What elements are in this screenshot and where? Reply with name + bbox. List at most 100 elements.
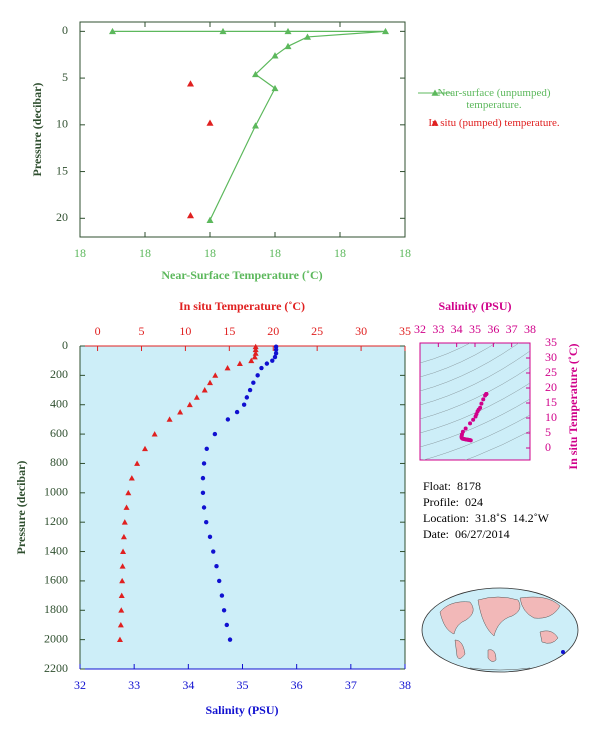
data-point [224, 365, 231, 371]
inset-x-tick-label: 36 [487, 322, 499, 336]
x-tick-label: 34 [182, 678, 194, 692]
x-tick-label: 18 [204, 246, 216, 260]
x-axis-label: Near-Surface Temperature (˚C) [161, 268, 322, 282]
ts-point [463, 426, 468, 431]
data-point [227, 637, 233, 642]
data-point [219, 27, 227, 35]
data-point [118, 592, 125, 598]
density-contour [420, 398, 530, 448]
data-point [271, 84, 279, 92]
inset-y-tick-label: 30 [545, 350, 557, 364]
data-point [142, 445, 148, 452]
y-axis-label: Pressure (decibar) [14, 461, 28, 555]
x2-tick-label: 15 [223, 324, 235, 338]
data-point [221, 608, 227, 613]
data-point [225, 417, 231, 422]
density-contour [420, 366, 530, 420]
data-point [204, 519, 209, 525]
inset-x-tick-label: 32 [414, 322, 426, 336]
ts-point [481, 397, 486, 402]
x2-tick-label: 25 [311, 324, 323, 338]
density-contour [420, 343, 497, 378]
data-point [270, 358, 275, 363]
legend-label: In situ (pumped) temperature. [428, 117, 560, 129]
x-axis-label: Salinity (PSU) [205, 703, 278, 717]
legend-marker [431, 119, 439, 126]
data-point [284, 27, 292, 35]
data-point [244, 395, 250, 400]
data-point [120, 548, 127, 554]
y-tick-label: 10 [56, 117, 68, 131]
density-contour [465, 430, 530, 460]
data-point [241, 402, 247, 407]
y-tick-label: 1800 [44, 602, 68, 616]
inset-x-tick-label: 38 [524, 322, 536, 336]
data-point [200, 475, 206, 481]
inset-x-tick-label: 37 [506, 322, 518, 336]
data-point [177, 409, 184, 415]
data-point [117, 621, 124, 628]
x-tick-label: 33 [128, 678, 140, 692]
data-point [116, 636, 123, 643]
inset-x-tick-label: 34 [451, 322, 463, 336]
ts-point [468, 421, 473, 426]
inset-y-tick-label: 35 [545, 335, 557, 349]
data-point [252, 350, 259, 356]
annotation: Profile: 024 [423, 495, 483, 509]
x2-tick-label: 5 [138, 324, 144, 338]
data-point [214, 564, 219, 569]
data-point [119, 563, 126, 569]
x-tick-label: 18 [139, 246, 151, 260]
x2-tick-label: 35 [399, 324, 411, 338]
inset-area [419, 342, 531, 461]
data-point [166, 416, 173, 422]
data-point [219, 593, 225, 598]
x2-tick-label: 10 [179, 324, 191, 338]
inset-x-tick-label: 35 [469, 322, 481, 336]
data-point [252, 70, 259, 78]
x2-axis-label: In situ Temperature (˚C) [179, 299, 305, 313]
y-tick-label: 2000 [44, 631, 68, 645]
data-point [125, 489, 132, 496]
data-point [118, 607, 125, 613]
data-point [217, 578, 222, 584]
y-tick-label: 0 [62, 338, 68, 352]
inset-y-tick-label: 25 [545, 365, 557, 379]
data-point [248, 357, 255, 364]
x-tick-label: 18 [399, 246, 411, 260]
data-point [207, 534, 213, 540]
world-map [421, 587, 579, 673]
x-tick-label: 18 [334, 246, 346, 260]
y-tick-label: 400 [50, 396, 68, 410]
data-point [204, 446, 209, 451]
y-tick-label: 800 [50, 455, 68, 469]
inset-y-tick-label: 20 [545, 380, 557, 394]
ts-point [471, 417, 476, 422]
y-tick-label: 2200 [44, 661, 68, 675]
data-point [134, 460, 141, 466]
data-point [193, 394, 200, 400]
annotation: Location: 31.8˚S 14.2˚W [423, 511, 550, 525]
inset-y-tick-label: 5 [545, 425, 551, 439]
data-point [236, 360, 243, 367]
plot-frame [79, 21, 406, 238]
y-tick-label: 0 [62, 23, 68, 37]
data-point [211, 549, 216, 554]
data-point [187, 80, 194, 87]
x2-tick-label: 30 [355, 324, 367, 338]
y-tick-label: 600 [50, 426, 68, 440]
y-tick-label: 20 [56, 210, 68, 224]
data-point [247, 387, 253, 393]
legend-marker [431, 89, 439, 96]
x-tick-label: 35 [237, 678, 249, 692]
data-point [186, 401, 193, 408]
data-point [201, 505, 207, 510]
data-point [264, 361, 270, 366]
density-contour [422, 414, 530, 460]
y-tick-label: 1400 [44, 543, 68, 557]
y-tick-label: 1200 [44, 514, 68, 528]
annotation: Float: 8178 [423, 479, 481, 493]
data-point [272, 354, 278, 360]
